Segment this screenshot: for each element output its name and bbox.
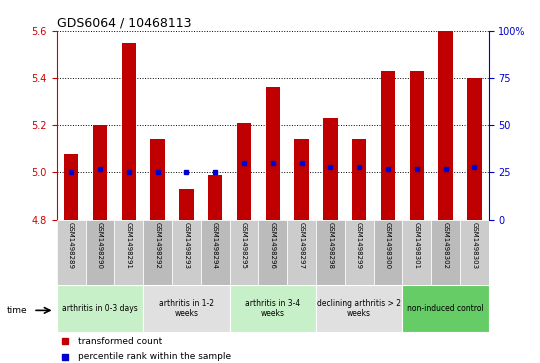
Text: GSM1498297: GSM1498297 — [299, 222, 305, 269]
Bar — [179, 189, 193, 220]
Text: GSM1498300: GSM1498300 — [385, 222, 391, 269]
Bar — [57, 220, 85, 285]
Bar — [230, 220, 258, 285]
Text: GSM1498291: GSM1498291 — [126, 222, 132, 269]
Bar — [402, 285, 489, 332]
Text: GSM1498293: GSM1498293 — [183, 222, 190, 269]
Text: GSM1498289: GSM1498289 — [68, 222, 74, 269]
Bar — [294, 139, 309, 220]
Bar — [201, 220, 230, 285]
Bar — [352, 139, 366, 220]
Bar — [467, 78, 482, 220]
Text: arthritis in 1-2
weeks: arthritis in 1-2 weeks — [159, 299, 214, 318]
Text: GSM1498296: GSM1498296 — [269, 222, 276, 269]
Bar — [345, 220, 374, 285]
Text: GSM1498290: GSM1498290 — [97, 222, 103, 269]
Text: arthritis in 3-4
weeks: arthritis in 3-4 weeks — [245, 299, 300, 318]
Text: GSM1498295: GSM1498295 — [241, 222, 247, 269]
Bar — [57, 285, 143, 332]
Text: declining arthritis > 2
weeks: declining arthritis > 2 weeks — [317, 299, 401, 318]
Text: non-induced control: non-induced control — [407, 304, 484, 313]
Bar — [316, 220, 345, 285]
Bar — [93, 125, 107, 220]
Bar — [460, 220, 489, 285]
Bar — [402, 220, 431, 285]
Bar — [258, 220, 287, 285]
Bar — [64, 154, 78, 220]
Text: GSM1498301: GSM1498301 — [414, 222, 420, 269]
Bar — [172, 220, 201, 285]
Text: GSM1498292: GSM1498292 — [154, 222, 160, 269]
Bar — [409, 71, 424, 220]
Text: GSM1498299: GSM1498299 — [356, 222, 362, 269]
Text: GSM1498302: GSM1498302 — [442, 222, 449, 269]
Bar — [143, 285, 230, 332]
Bar — [323, 118, 338, 220]
Text: percentile rank within the sample: percentile rank within the sample — [78, 352, 232, 361]
Text: GDS6064 / 10468113: GDS6064 / 10468113 — [57, 17, 191, 30]
Bar — [114, 220, 143, 285]
Bar — [431, 220, 460, 285]
Text: GSM1498294: GSM1498294 — [212, 222, 218, 269]
Text: GSM1498303: GSM1498303 — [471, 222, 477, 269]
Bar — [237, 123, 251, 220]
Bar — [438, 31, 453, 220]
Bar — [122, 42, 136, 220]
Bar — [316, 285, 402, 332]
Text: GSM1498298: GSM1498298 — [327, 222, 333, 269]
Bar — [143, 220, 172, 285]
Bar — [374, 220, 402, 285]
Bar — [85, 220, 114, 285]
Bar — [287, 220, 316, 285]
Text: time: time — [7, 306, 28, 315]
Bar — [266, 87, 280, 220]
Text: arthritis in 0-3 days: arthritis in 0-3 days — [62, 304, 138, 313]
Bar — [381, 71, 395, 220]
Text: transformed count: transformed count — [78, 337, 163, 346]
Bar — [208, 175, 222, 220]
Bar — [230, 285, 316, 332]
Bar — [150, 139, 165, 220]
